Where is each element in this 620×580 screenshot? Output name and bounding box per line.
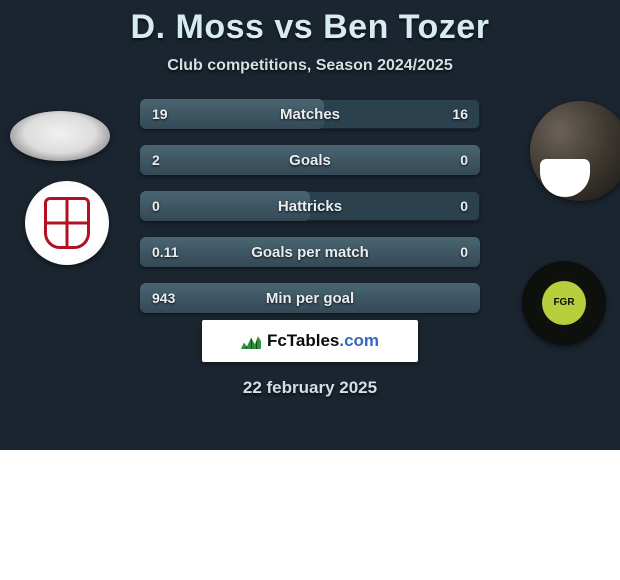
watermark-domain: .com — [339, 331, 379, 350]
comparison-body: FGR 19 Matches 16 2 Goals 0 0 Hattricks … — [0, 99, 620, 314]
stat-right-value: 0 — [460, 152, 468, 168]
club-crest-left — [25, 181, 109, 265]
stat-left-value: 0.11 — [152, 244, 178, 260]
stat-right-value: 0 — [460, 244, 468, 260]
stat-left-value: 2 — [152, 152, 160, 168]
stat-label: Matches — [140, 99, 480, 129]
stat-bar-goals: 2 Goals 0 — [140, 145, 480, 175]
player-avatar-left — [10, 111, 110, 161]
watermark-text: FcTables.com — [267, 331, 379, 351]
stat-bar-min-per-goal: 943 Min per goal — [140, 283, 480, 313]
stat-label: Min per goal — [140, 283, 480, 313]
page-subtitle: Club competitions, Season 2024/2025 — [0, 57, 620, 75]
crest-abbr-icon: FGR — [542, 281, 586, 325]
stat-right-value: 0 — [460, 198, 468, 214]
club-crest-right: FGR — [522, 261, 606, 345]
shield-icon — [44, 197, 90, 249]
stat-left-value: 19 — [152, 106, 168, 122]
as-of-date: 22 february 2025 — [0, 378, 620, 398]
stat-bar-hattricks: 0 Hattricks 0 — [140, 191, 480, 221]
watermark-brand: FcTables — [267, 331, 339, 350]
stat-bar-goals-per-match: 0.11 Goals per match 0 — [140, 237, 480, 267]
stat-bar-matches: 19 Matches 16 — [140, 99, 480, 129]
stat-right-value: 16 — [452, 106, 468, 122]
chart-icon — [241, 333, 261, 349]
crest-abbr: FGR — [553, 298, 574, 308]
stat-left-value: 943 — [152, 290, 175, 306]
stat-left-value: 0 — [152, 198, 160, 214]
stat-bars: 19 Matches 16 2 Goals 0 0 Hattricks 0 0.… — [140, 99, 480, 329]
stat-label: Goals — [140, 145, 480, 175]
page-title: D. Moss vs Ben Tozer — [0, 8, 620, 47]
comparison-hero: D. Moss vs Ben Tozer Club competitions, … — [0, 0, 620, 450]
stat-label: Hattricks — [140, 191, 480, 221]
stat-label: Goals per match — [140, 237, 480, 267]
player-avatar-right — [530, 101, 620, 201]
